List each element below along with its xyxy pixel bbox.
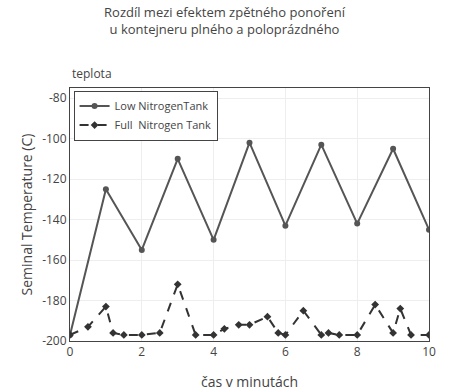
svg-text:-140: -140 xyxy=(42,211,67,228)
svg-text:Low NitrogenTank: Low NitrogenTank xyxy=(115,98,209,113)
svg-text:-100: -100 xyxy=(42,130,67,147)
svg-text:-80: -80 xyxy=(49,89,67,106)
svg-text:-120: -120 xyxy=(42,170,67,187)
svg-text:-200: -200 xyxy=(42,332,67,349)
svg-text:čas v minutách: čas v minutách xyxy=(201,372,298,391)
svg-text:-180: -180 xyxy=(42,292,67,309)
svg-text:Full Nitrogen Tank: Full Nitrogen Tank xyxy=(115,117,211,132)
svg-text:10: 10 xyxy=(422,343,436,360)
svg-text:-160: -160 xyxy=(42,251,67,268)
svg-text:teplota: teplota xyxy=(72,65,112,82)
svg-text:Rozdíl mezi efektem zpětného p: Rozdíl mezi efektem zpětného ponořeníu k… xyxy=(104,3,346,38)
svg-text:Seminal Temperature (C): Seminal Temperature (C) xyxy=(17,134,36,296)
svg-text:0: 0 xyxy=(67,343,74,360)
svg-text:2: 2 xyxy=(138,343,145,360)
svg-text:6: 6 xyxy=(282,343,289,360)
svg-text:4: 4 xyxy=(210,343,217,360)
svg-text:8: 8 xyxy=(354,343,361,360)
